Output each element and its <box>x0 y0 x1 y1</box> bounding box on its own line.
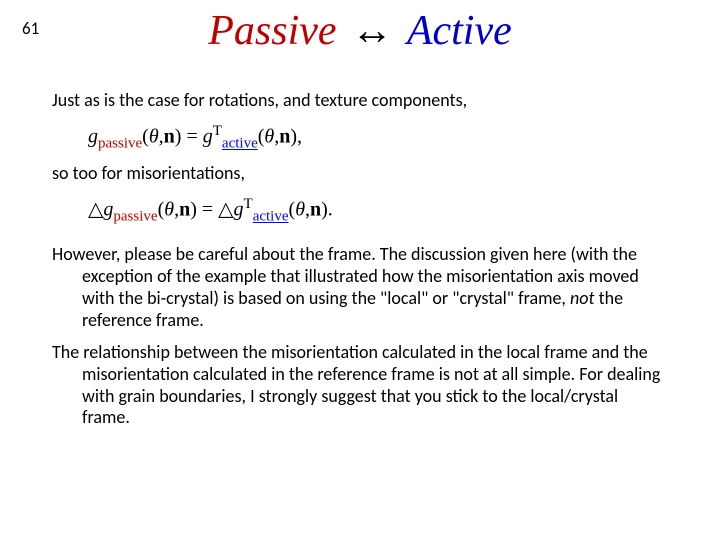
eq2-n2: n <box>310 199 321 221</box>
eq2-theta1: θ <box>164 199 174 221</box>
eq2-g2: g <box>234 199 244 221</box>
eq2-close1: ) <box>190 199 197 221</box>
eq2-tri2: △ <box>218 199 233 221</box>
eq1-close2: ), <box>290 126 302 148</box>
eq1-n1: n <box>164 126 175 148</box>
eq1-equals: = <box>181 126 202 148</box>
eq2-sub-passive: passive <box>113 209 157 225</box>
eq2-supT: T <box>244 196 253 212</box>
slide-title: Passive ↔ Active <box>0 8 720 54</box>
equation-2: △gpassive(θ,n) = △gTactive(θ,n). <box>88 195 668 226</box>
eq1-theta2: θ <box>264 126 274 148</box>
eq2-tri1: △ <box>88 199 103 221</box>
paragraph-1: Just as is the case for rotations, and t… <box>52 90 668 112</box>
title-arrow-icon: ↔ <box>347 8 397 54</box>
p3-text: However, please be careful about the fra… <box>52 243 639 331</box>
eq2-sub-active: active <box>253 209 289 225</box>
eq1-n2: n <box>279 126 290 148</box>
paragraph-3: However, please be careful about the fra… <box>52 244 668 332</box>
eq1-theta1: θ <box>149 126 159 148</box>
eq2-equals: = <box>197 199 218 221</box>
slide: 61 Passive ↔ Active Just as is the case … <box>0 0 720 540</box>
slide-body: Just as is the case for rotations, and t… <box>52 90 668 439</box>
eq2-g1: g <box>103 199 113 221</box>
eq1-sub-active: active <box>222 136 258 152</box>
paragraph-4: The relationship between the misorientat… <box>52 342 668 430</box>
eq1-g1: g <box>88 126 98 148</box>
paragraph-2: so too for misorientations, <box>52 163 668 185</box>
eq2-theta2: θ <box>295 199 305 221</box>
eq1-open1: ( <box>142 126 149 148</box>
eq1-sub-passive: passive <box>98 136 142 152</box>
title-active: Active <box>407 8 512 54</box>
equation-1: gpassive(θ,n) = gTactive(θ,n), <box>88 122 668 153</box>
eq2-close2: ). <box>321 199 333 221</box>
title-passive: Passive <box>208 8 336 54</box>
eq2-n1: n <box>179 199 190 221</box>
eq1-g2: g <box>203 126 213 148</box>
eq1-supT: T <box>213 123 222 139</box>
